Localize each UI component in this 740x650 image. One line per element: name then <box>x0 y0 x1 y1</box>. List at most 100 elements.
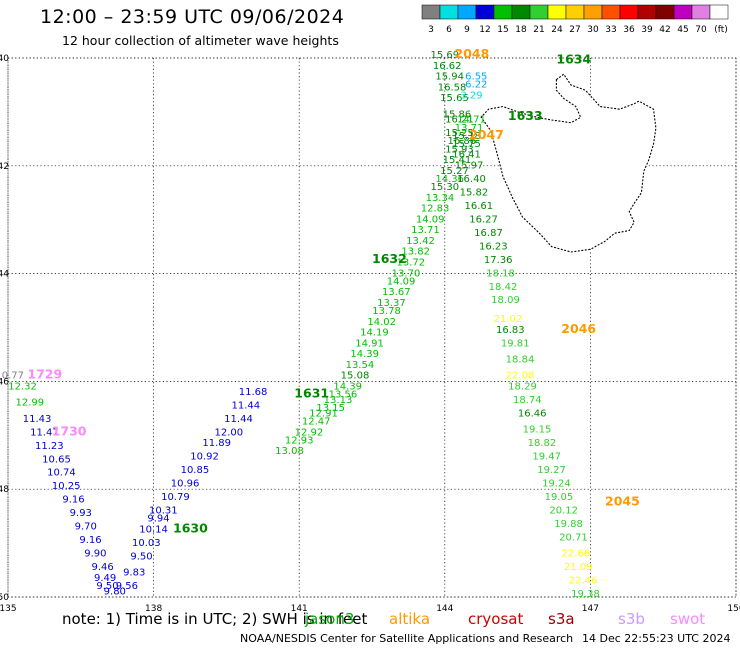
wave-height-label: 15.93 <box>445 144 474 155</box>
pass-time-label: 1632 <box>372 251 407 266</box>
colorbar-label: 70 <box>695 25 707 35</box>
colorbar-swatch <box>619 4 639 20</box>
colorbar-label: 12 <box>479 25 490 35</box>
wave-height-label: 0.77 <box>2 371 24 382</box>
x-tick-label: 150 <box>727 604 740 614</box>
wave-height-label: 14.39 <box>350 349 379 360</box>
wave-height-label: 16.83 <box>496 325 525 336</box>
wave-height-label: 19.38 <box>571 589 600 600</box>
colorbar-swatch <box>457 4 477 20</box>
colorbar-label: 27 <box>569 25 580 35</box>
wave-height-label: 13.70 <box>392 268 421 279</box>
wave-height-label: 10.14 <box>139 524 168 535</box>
y-tick-label: -48 <box>0 485 9 495</box>
wave-height-label: 9.94 <box>147 514 169 525</box>
colorbar-swatch <box>547 4 567 20</box>
colorbar-label: 30 <box>587 25 599 35</box>
colorbar-swatch <box>583 4 603 20</box>
wave-height-label: 12.91 <box>309 408 338 419</box>
wave-height-label: 12.93 <box>285 435 314 446</box>
wave-height-label: 18.29 <box>508 382 537 393</box>
wave-height-label: 13.34 <box>426 193 455 204</box>
y-tick-label: -46 <box>0 377 9 387</box>
x-tick-label: 147 <box>582 604 599 614</box>
colorbar-label: 42 <box>659 25 670 35</box>
wave-height-label: 11.44 <box>231 400 260 411</box>
wave-height-label: 18.09 <box>491 295 520 306</box>
colorbar-swatch <box>529 4 549 20</box>
wave-height-label: 14.09 <box>387 276 416 287</box>
colorbar-label: 21 <box>533 25 544 35</box>
wave-height-label: 21.09 <box>564 562 593 573</box>
wave-height-label: 17.36 <box>484 255 513 266</box>
wave-height-label: 9.16 <box>62 495 84 506</box>
wave-height-label: 15.65 <box>440 93 469 104</box>
wave-height-label: 18.84 <box>506 355 535 366</box>
credit-text: NOAA/NESDIS Center for Satellite Applica… <box>240 632 574 645</box>
x-tick-label: 135 <box>0 604 17 614</box>
y-tick-label: -42 <box>0 162 9 172</box>
wave-height-label: 19.88 <box>554 519 583 530</box>
colorbar-swatch <box>475 4 495 20</box>
wave-height-label: 9.46 <box>91 562 113 573</box>
wave-height-label: 10.85 <box>181 465 210 476</box>
wave-height-label: 13.82 <box>401 247 430 258</box>
wave-height-label: 9.93 <box>70 508 92 519</box>
wave-height-label: 16.40 <box>457 174 486 185</box>
wave-height-label: 16.21 <box>445 115 474 126</box>
colorbar-swatch <box>691 4 711 20</box>
wave-height-label: 19.27 <box>537 465 566 476</box>
wave-height-label: 15.86 <box>443 109 472 120</box>
satellite-legend-item: cryosat <box>468 610 524 628</box>
wave-height-label: 6.22 <box>465 80 487 91</box>
wave-height-label: 11.43 <box>23 414 52 425</box>
wave-height-label: 6.55 <box>465 72 487 83</box>
colorbar-label: 6 <box>446 25 452 35</box>
pass-time-label: 1730 <box>52 423 87 438</box>
wave-height-label: 12.99 <box>15 398 44 409</box>
wave-height-label: 15.25 <box>445 128 474 139</box>
wave-height-label: 18.42 <box>489 282 518 293</box>
pass-time-label: 2045 <box>605 493 640 508</box>
satellite-legend-item: altika <box>389 610 431 628</box>
wave-height-label: 13.42 <box>406 236 435 247</box>
wave-height-label: 13.13 <box>324 395 353 406</box>
wave-height-label: 16.27 <box>469 214 498 225</box>
wave-height-label: 19.24 <box>542 479 571 490</box>
colorbar-swatch <box>493 4 513 20</box>
pass-time-label: 2048 <box>455 46 490 61</box>
time-labels: 2048 1634 1633 2047 1632 2046 1729 1631 1730 1630… <box>27 46 639 535</box>
colorbar-swatch <box>565 4 585 20</box>
footer-note: note: 1) Time is in UTC; 2) SWH is in fe… <box>62 610 367 628</box>
wave-height-label: 22.08 <box>506 371 535 382</box>
wave-height-label: 15.30 <box>430 182 459 193</box>
wave-height-label: 18.82 <box>528 438 557 449</box>
wave-height-label: 9.56 <box>116 581 138 592</box>
wave-height-label: 13.54 <box>346 360 375 371</box>
wave-height-label: 15.69 <box>430 50 459 61</box>
chart-subtitle: 12 hour collection of altimeter wave hei… <box>62 33 339 48</box>
wave-height-label: 10.65 <box>42 454 71 465</box>
wave-height-label: 13.37 <box>377 298 406 309</box>
wave-height-label: 10.92 <box>190 452 219 463</box>
x-tick-label: 141 <box>291 604 308 614</box>
wave-height-label: 14.71 <box>457 115 486 126</box>
colorbar-label: 9 <box>464 25 470 35</box>
credit-timestamp: 14 Dec 22:55:23 UTC 2024 <box>582 632 731 645</box>
satellite-legend-item: s3a <box>548 610 575 628</box>
note-prefix: note: 1) Time is in UTC; 2) SWH is in fe… <box>62 610 368 628</box>
chart-title: 12:00 – 23:59 UTC 09/06/2024 <box>40 6 345 28</box>
x-tick-label: 138 <box>145 604 162 614</box>
satellite-legend-item: s3b <box>618 610 645 628</box>
axis-ticks: 135 138 141 144 147 150 -40 -42 -44 -46 -48 -50 <box>0 54 740 614</box>
wave-height-label: 16.58 <box>438 82 467 93</box>
colorbar-label: 36 <box>623 25 635 35</box>
wave-height-label: 11.44 <box>224 414 253 425</box>
colorbar-swatch <box>421 4 441 20</box>
wave-height-label: 19.47 <box>532 452 561 463</box>
colorbar-label: 33 <box>605 25 616 35</box>
wave-height-label: 9.16 <box>79 535 101 546</box>
wave-height-label: 3.29 <box>460 90 482 101</box>
colorbar-swatch <box>637 4 657 20</box>
